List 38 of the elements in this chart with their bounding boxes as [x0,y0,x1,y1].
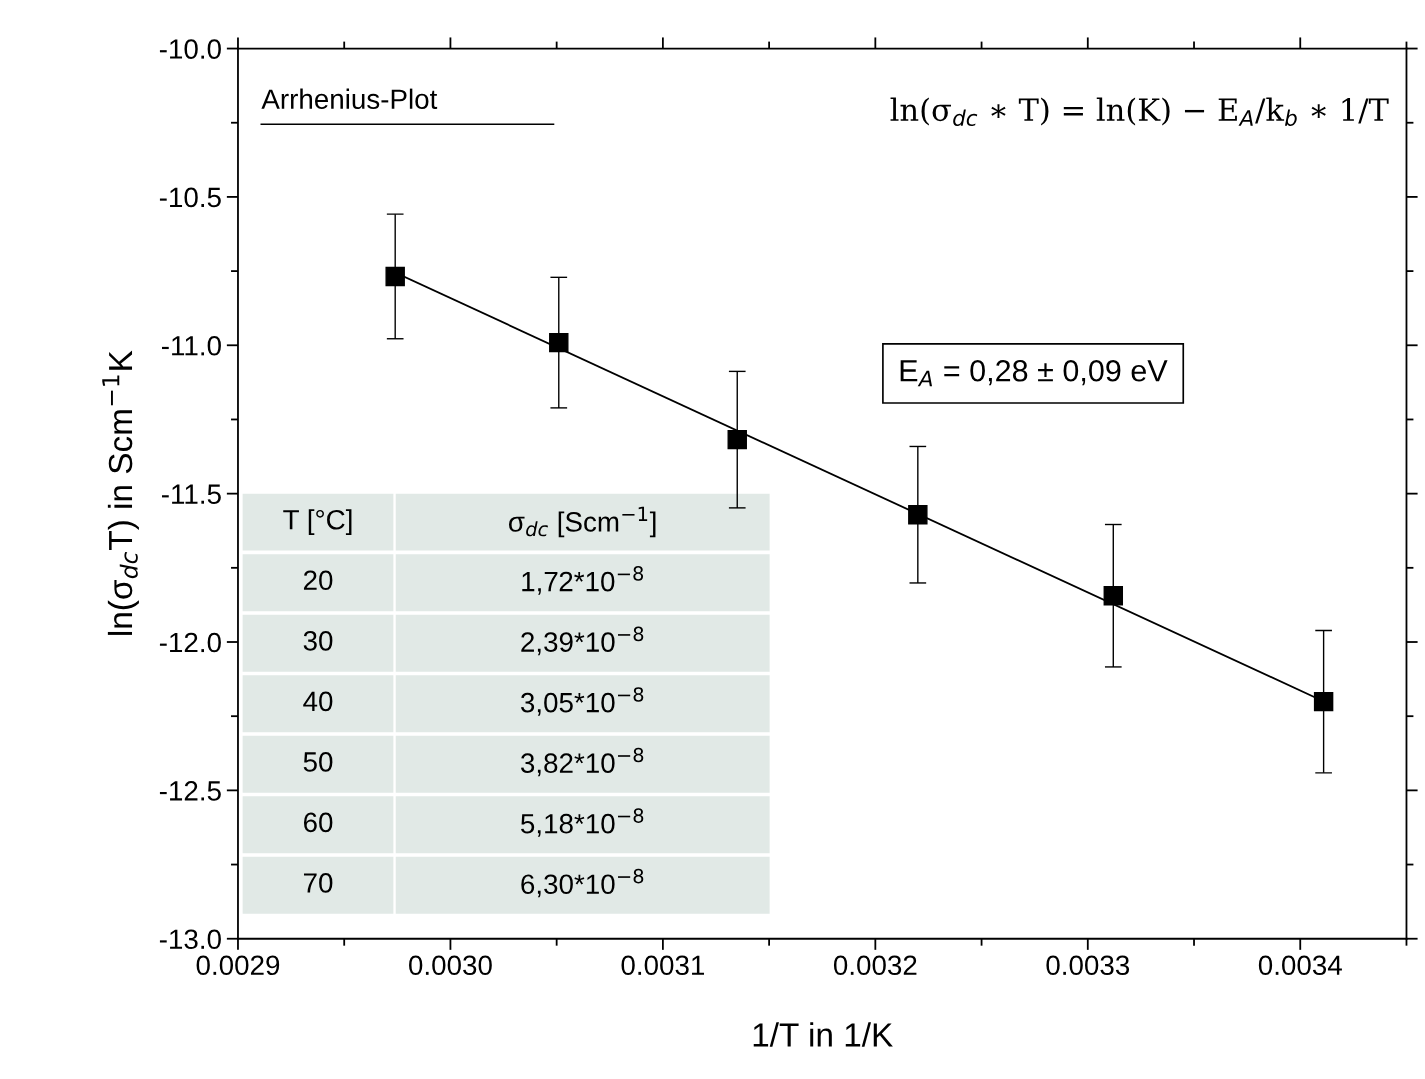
point [385,266,405,287]
annotation: 6,30*10$^{−8}$ [521,868,644,898]
point [727,429,747,450]
x-axis-title: 1/T in 1/K [753,1022,893,1047]
point [549,332,569,353]
point [1103,585,1124,606]
x-tick-label: 0.0031 [621,955,705,976]
annotation: 60 [303,812,333,833]
annotation: 20 [303,570,333,591]
annotation: ln(σ$_{dc}$ ∗ T) = ln(K) − E$_{A}$/k$_{b}$ ∗ 1/T [890,97,1389,127]
point [1313,691,1334,712]
annotation: 3,05*10$^{−8}$ [520,687,644,716]
y-tick-label: -11.0 [161,335,221,356]
annotation: 40 [303,691,333,712]
x-tick-label: 0.0029 [196,955,280,976]
annotation: 1,72*10$^{−8}$ [522,566,644,595]
annotation: σ$_{dc}$ [Scm$^{−1}$] [508,506,656,538]
annotation: 2,39*10$^{−8}$ [521,626,644,656]
x-tick-label: 0.0034 [1258,955,1342,976]
annotation: 5,18*10$^{−8}$ [521,808,644,837]
x-tick-label: 0.0032 [833,955,917,976]
x-tick-label: 0.0030 [409,955,492,976]
annotation: E$_{A}$ = 0,28 ± 0,09 eV [900,359,1168,387]
y-tick-label: -12.0 [159,632,221,653]
annotation: T [°C] [283,509,352,536]
y-tick-label: -12.5 [159,781,221,801]
x-tick-label: 0.0033 [1046,955,1130,976]
annotation: 50 [303,752,333,772]
y-tick-label: -13.0 [159,929,221,950]
y-axis-title: ln(σ$_{dc}$T) in Scm$^{−1}$K [102,350,139,635]
y-tick-label: -10.0 [159,39,221,59]
y-tick-label: -10.5 [159,187,221,208]
point [908,504,928,525]
y-tick-label: -11.5 [161,484,221,504]
annotation: Arrhenius-Plot [261,88,438,110]
annotation: 70 [303,873,333,893]
annotation: 30 [303,630,333,651]
annotation: 3,82*10$^{−8}$ [520,747,644,777]
